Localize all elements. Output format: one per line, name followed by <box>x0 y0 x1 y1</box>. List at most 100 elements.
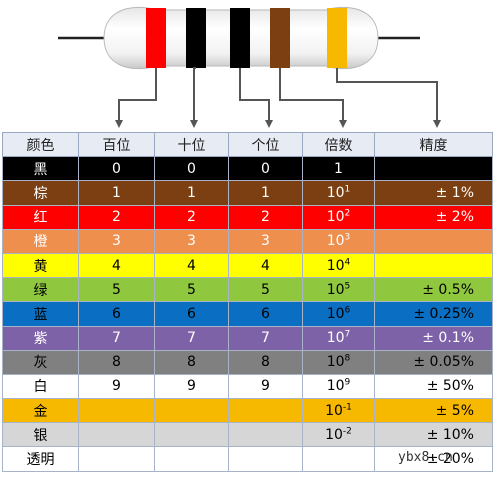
tens-cell <box>154 422 229 448</box>
multiplier-exponent: 1 <box>344 184 351 195</box>
multiplier-base: 10 <box>326 305 345 322</box>
header-tens: 十位 <box>154 131 229 158</box>
color-code-table: 颜色 百位 十位 个位 倍数 精度 黑 0 0 0 1 棕 1 1 1 101 ± 1% 红 2 2 2 10… <box>2 131 493 472</box>
tens-cell: 1 <box>154 180 229 206</box>
hundreds-cell: 3 <box>78 228 155 254</box>
tens-cell: 5 <box>154 277 229 303</box>
ones-cell: 6 <box>228 301 303 327</box>
ones-cell: 7 <box>228 325 303 351</box>
color-name-cell: 黑 <box>2 156 79 182</box>
precision-cell <box>374 228 493 254</box>
multiplier-base: 10 <box>326 378 345 395</box>
precision-cell: ± 1% <box>374 180 493 206</box>
color-name-cell: 红 <box>2 204 79 230</box>
band-tens-digit <box>186 8 206 68</box>
multiplier-base: 10 <box>325 402 343 419</box>
precision-cell: ± 50% <box>374 373 493 400</box>
multiplier-cell: 101 <box>302 180 375 206</box>
multiplier-base: 10 <box>325 426 343 443</box>
multiplier-exponent: 2 <box>344 208 351 219</box>
arrow-ones-digit <box>239 68 273 128</box>
ones-cell <box>228 422 303 448</box>
table-row: 蓝 6 6 6 106 ± 0.25% <box>2 301 493 327</box>
resistor-bands <box>146 8 347 68</box>
hundreds-cell: 0 <box>78 156 155 182</box>
multiplier-base: 10 <box>326 354 345 371</box>
color-name-cell: 灰 <box>2 349 79 375</box>
table-row: 金 10-1 ± 5% <box>2 398 493 424</box>
multiplier-exponent: 3 <box>344 232 351 243</box>
color-name-cell: 蓝 <box>2 301 79 327</box>
color-name-cell: 紫 <box>2 325 79 351</box>
hundreds-cell: 2 <box>78 204 155 230</box>
color-name-cell: 金 <box>2 398 79 424</box>
ones-cell: 9 <box>228 373 303 400</box>
hundreds-cell: 6 <box>78 301 155 327</box>
hundreds-cell: 4 <box>78 252 155 279</box>
arrow-tens-digit <box>190 67 198 128</box>
multiplier-exponent: 9 <box>344 377 351 388</box>
ones-cell: 4 <box>228 252 303 279</box>
table-row: 灰 8 8 8 108 ± 0.05% <box>2 349 493 375</box>
color-name-cell: 银 <box>2 422 79 448</box>
band-arrows <box>115 67 441 128</box>
color-name-cell: 白 <box>2 373 79 400</box>
hundreds-cell: 8 <box>78 349 155 375</box>
multiplier-exponent: 8 <box>344 353 351 364</box>
multiplier-base: 10 <box>326 257 345 274</box>
precision-cell: ± 10% <box>374 422 493 448</box>
tens-cell: 7 <box>154 325 229 351</box>
hundreds-cell <box>78 446 155 472</box>
precision-cell: ± 5% <box>374 398 493 424</box>
ones-cell: 0 <box>228 156 303 182</box>
header-ones: 个位 <box>228 131 303 158</box>
precision-cell: ± 0.5% <box>374 277 493 303</box>
multiplier-cell: 105 <box>302 277 375 303</box>
tens-cell: 6 <box>154 301 229 327</box>
ones-cell: 8 <box>228 349 303 375</box>
table-row: 透明 ± 20% <box>2 446 493 472</box>
resistor-diagram <box>58 6 441 128</box>
table-row: 紫 7 7 7 107 ± 0.1% <box>2 325 493 351</box>
ones-cell: 5 <box>228 277 303 303</box>
tens-cell: 0 <box>154 156 229 182</box>
multiplier-cell: 1 <box>302 156 375 182</box>
precision-cell: ± 0.1% <box>374 325 493 351</box>
precision-cell <box>374 252 493 279</box>
color-name-cell: 绿 <box>2 277 79 303</box>
color-name-cell: 棕 <box>2 180 79 206</box>
table-row: 黄 4 4 4 104 <box>2 252 493 279</box>
table-row: 橙 3 3 3 103 <box>2 228 493 254</box>
multiplier-base: 10 <box>326 184 345 201</box>
tens-cell: 3 <box>154 228 229 254</box>
precision-cell: ± 0.25% <box>374 301 493 327</box>
multiplier-cell <box>302 446 375 472</box>
hundreds-cell <box>78 398 155 424</box>
ones-cell <box>228 446 303 472</box>
precision-cell: ± 20% <box>374 446 493 472</box>
multiplier-exponent: -2 <box>342 426 352 437</box>
multiplier-cell: 102 <box>302 204 375 230</box>
header-precision: 精度 <box>374 131 493 158</box>
multiplier-cell: 108 <box>302 349 375 375</box>
watermark: ybx8.cn <box>398 450 453 465</box>
hundreds-cell: 5 <box>78 277 155 303</box>
table-row: 银 10-2 ± 10% <box>2 422 493 448</box>
band-hundreds-digit <box>146 8 166 68</box>
header-color: 颜色 <box>2 131 79 158</box>
precision-cell: ± 2% <box>374 204 493 230</box>
arrow-tolerance <box>336 68 441 128</box>
precision-cell: ± 0.05% <box>374 349 493 375</box>
color-name-cell: 透明 <box>2 446 79 472</box>
tens-cell: 4 <box>154 252 229 279</box>
color-name-cell: 黄 <box>2 252 79 279</box>
band-multiplier <box>270 8 290 68</box>
multiplier-base: 10 <box>326 330 345 347</box>
arrow-multiplier <box>279 68 347 128</box>
multiplier-cell: 10-2 <box>302 422 375 448</box>
table-row: 棕 1 1 1 101 ± 1% <box>2 180 493 206</box>
multiplier-cell: 103 <box>302 228 375 254</box>
color-name-cell: 橙 <box>2 228 79 254</box>
multiplier-cell: 104 <box>302 252 375 279</box>
tens-cell <box>154 398 229 424</box>
